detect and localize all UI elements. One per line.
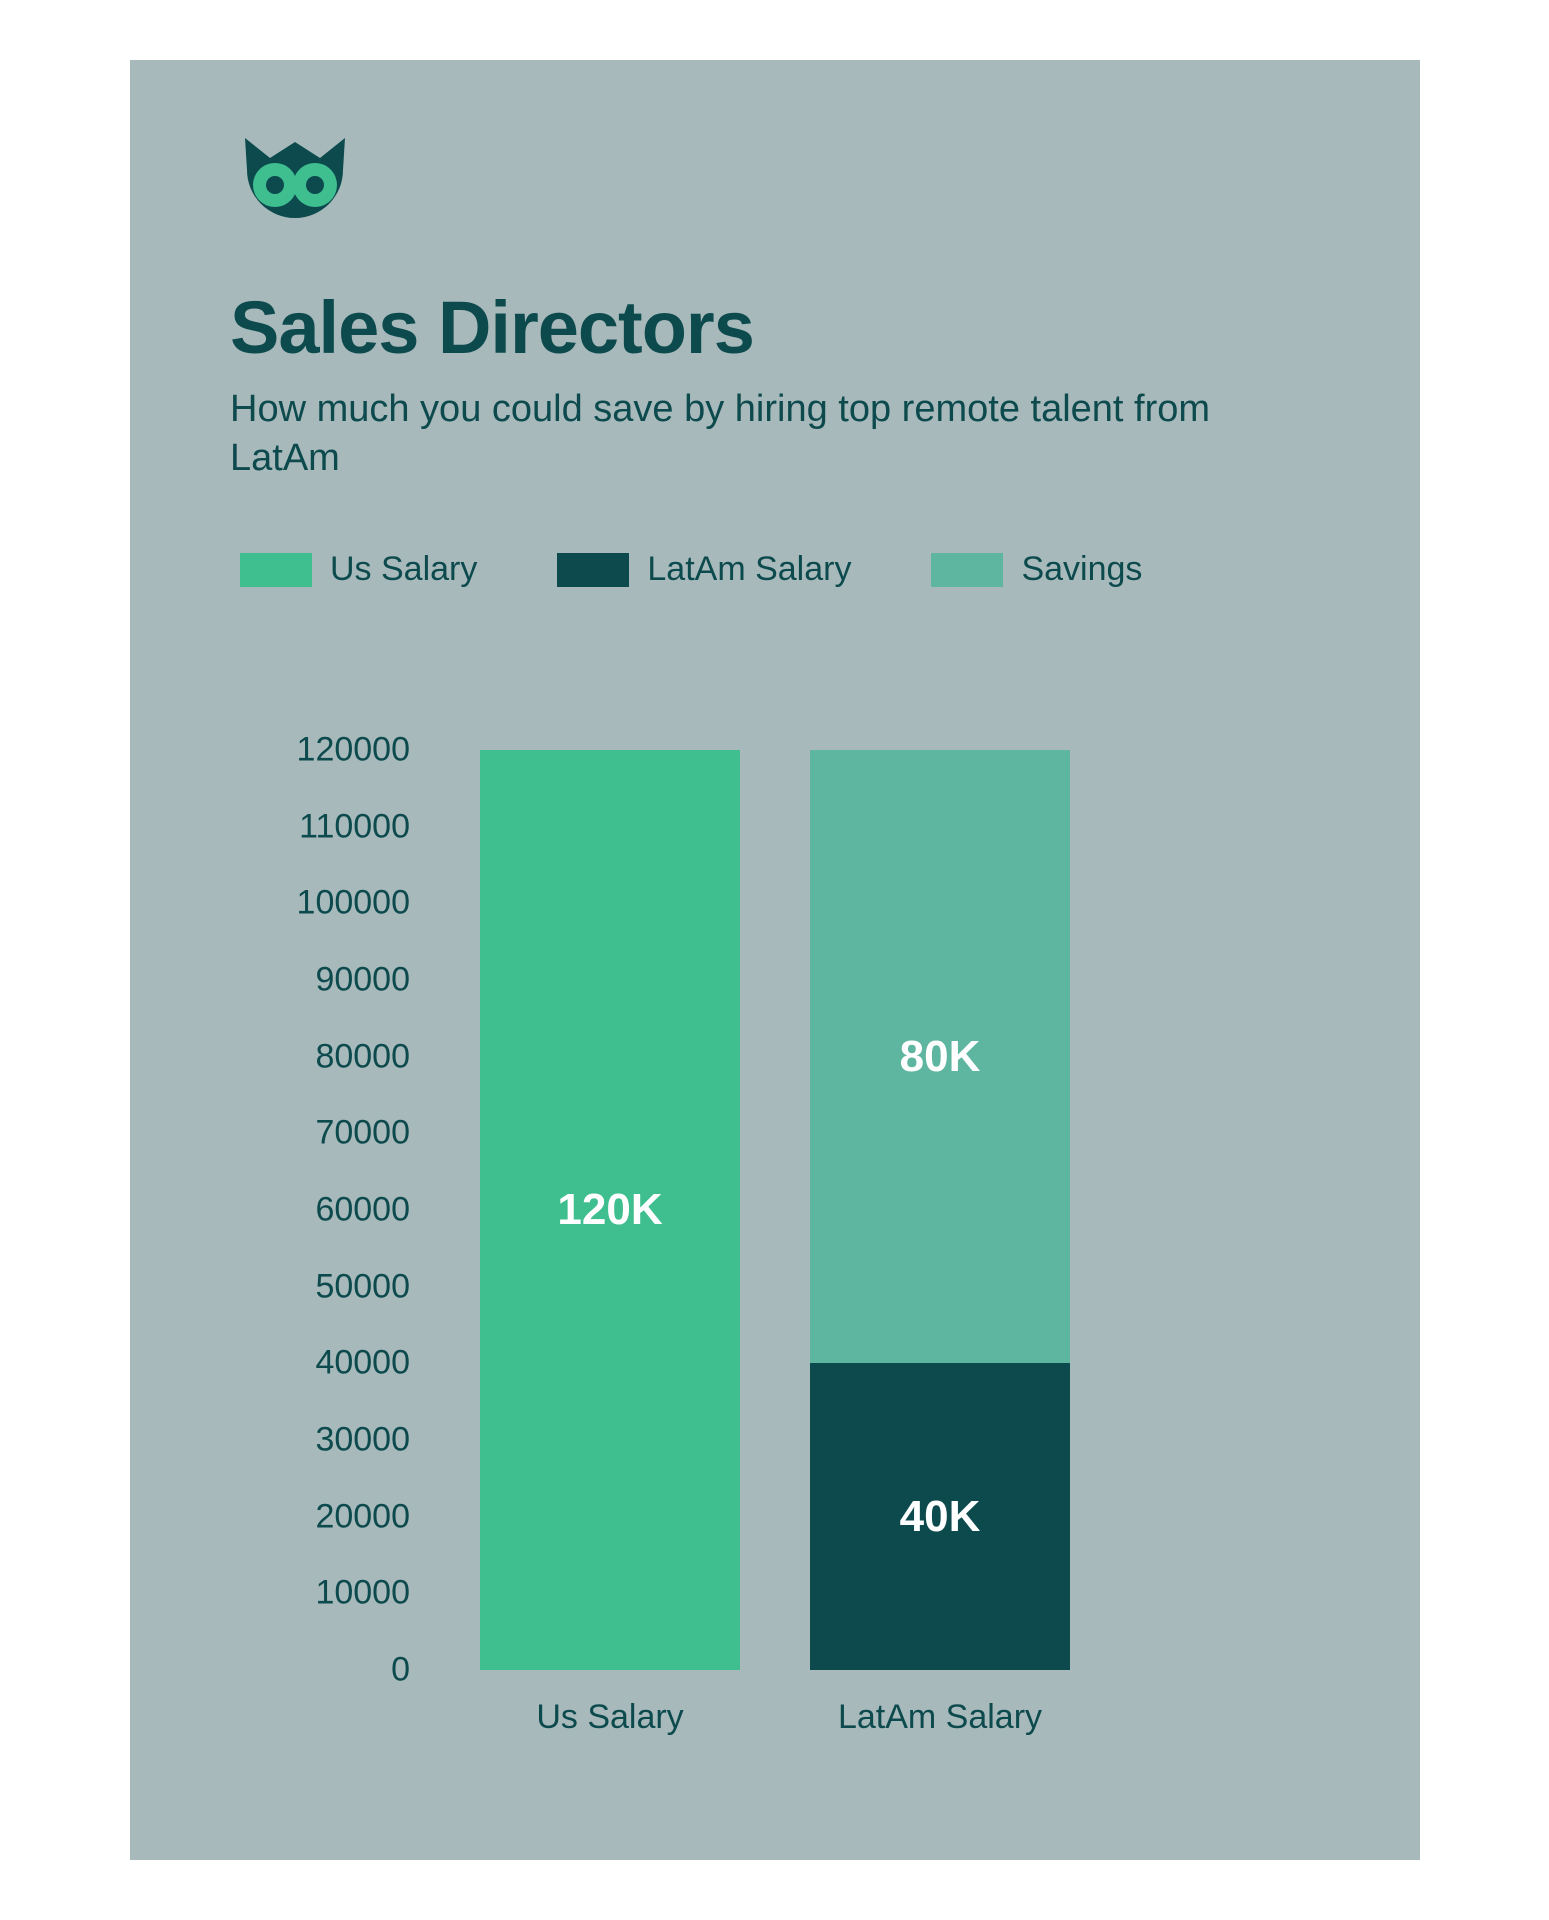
bar-value-label: 120K bbox=[557, 1185, 662, 1235]
legend-label: Us Salary bbox=[330, 550, 477, 589]
y-tick-label: 0 bbox=[230, 1651, 410, 1690]
bar-segment: 120K bbox=[480, 750, 740, 1670]
y-tick-label: 40000 bbox=[230, 1344, 410, 1383]
legend-label: LatAm Salary bbox=[647, 550, 851, 589]
x-axis-label: Us Salary bbox=[480, 1698, 740, 1737]
y-tick-label: 10000 bbox=[230, 1574, 410, 1613]
y-axis: 1200001100001000009000080000700006000050… bbox=[230, 750, 410, 1670]
legend-item: LatAm Salary bbox=[557, 550, 851, 589]
x-axis-label: LatAm Salary bbox=[810, 1698, 1070, 1737]
legend-item: Us Salary bbox=[240, 550, 477, 589]
page-title: Sales Directors bbox=[230, 285, 754, 370]
y-tick-label: 80000 bbox=[230, 1037, 410, 1076]
y-tick-label: 60000 bbox=[230, 1191, 410, 1230]
chart-bar: 120KUs Salary bbox=[480, 750, 740, 1670]
legend-item: Savings bbox=[931, 550, 1142, 589]
y-tick-label: 100000 bbox=[230, 884, 410, 923]
y-tick-label: 30000 bbox=[230, 1421, 410, 1460]
legend-swatch bbox=[240, 553, 312, 587]
bar-segment: 80K bbox=[810, 750, 1070, 1363]
y-tick-label: 50000 bbox=[230, 1267, 410, 1306]
bar-value-label: 40K bbox=[900, 1492, 981, 1542]
legend-label: Savings bbox=[1021, 550, 1142, 589]
y-tick-label: 90000 bbox=[230, 961, 410, 1000]
y-tick-label: 120000 bbox=[230, 731, 410, 770]
chart-bar: 40K80KLatAm Salary bbox=[810, 750, 1070, 1670]
owl-logo-icon bbox=[235, 130, 355, 230]
bar-segment: 40K bbox=[810, 1363, 1070, 1670]
y-tick-label: 20000 bbox=[230, 1497, 410, 1536]
bar-value-label: 80K bbox=[900, 1032, 981, 1082]
y-tick-label: 110000 bbox=[230, 807, 410, 846]
legend-swatch bbox=[557, 553, 629, 587]
chart-legend: Us Salary LatAm Salary Savings bbox=[240, 550, 1142, 589]
y-tick-label: 70000 bbox=[230, 1114, 410, 1153]
legend-swatch bbox=[931, 553, 1003, 587]
page-subtitle: How much you could save by hiring top re… bbox=[230, 385, 1280, 484]
infographic-canvas: Sales Directors How much you could save … bbox=[130, 60, 1420, 1860]
